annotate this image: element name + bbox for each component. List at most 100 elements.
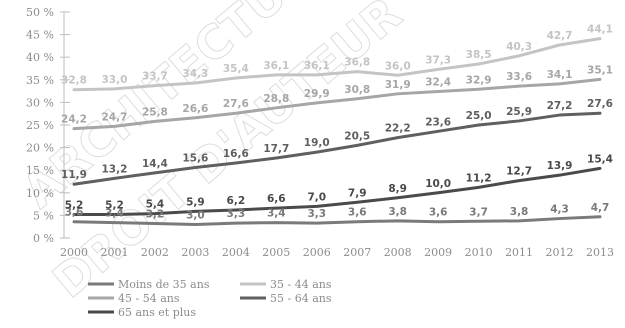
y-tick-label: 5 % <box>33 209 54 222</box>
x-tick-label: 2005 <box>262 246 290 259</box>
legend-label: 65 ans et plus <box>118 306 196 319</box>
x-tick-label: 2007 <box>343 246 371 259</box>
data-label: 32,4 <box>425 77 451 89</box>
data-label: 30,8 <box>344 84 370 96</box>
data-label: 4,3 <box>550 204 569 216</box>
legend-label: 45 - 54 ans <box>118 292 180 305</box>
x-tick-label: 2006 <box>303 246 331 259</box>
data-label: 24,7 <box>102 111 128 123</box>
data-label: 3,7 <box>469 206 488 218</box>
data-label: 3,0 <box>186 209 205 221</box>
data-label: 33,6 <box>506 71 532 83</box>
y-tick-label: 10 % <box>26 187 54 200</box>
data-label: 22,2 <box>385 123 411 135</box>
data-label: 3,3 <box>307 208 326 220</box>
data-label: 14,4 <box>142 158 168 170</box>
data-label: 12,7 <box>506 166 532 178</box>
data-label: 4,7 <box>591 202 610 214</box>
data-label: 19,0 <box>304 137 330 149</box>
data-label: 38,5 <box>466 49 492 61</box>
data-label: 36,1 <box>263 60 289 72</box>
data-label: 11,2 <box>466 172 492 184</box>
data-label: 3,4 <box>105 208 124 220</box>
data-label: 40,3 <box>506 41 532 53</box>
data-label: 36,0 <box>385 60 411 72</box>
series-line-3 <box>72 77 602 131</box>
data-label: 27,6 <box>223 98 249 110</box>
data-label: 34,3 <box>182 68 208 80</box>
data-label: 11,9 <box>61 169 87 181</box>
data-label: 27,6 <box>587 98 613 110</box>
data-label: 3,8 <box>388 206 407 218</box>
data-label: 32,8 <box>61 75 87 87</box>
data-label: 3,8 <box>510 206 529 218</box>
x-tick-label: 2001 <box>100 246 128 259</box>
data-label: 31,9 <box>385 79 411 91</box>
data-label: 7,9 <box>348 187 367 199</box>
watermark: ARCHITECTURE DE DROIT D'AUTEUR <box>12 0 414 309</box>
data-label: 5,2 <box>65 199 84 211</box>
y-tick-label: 40 % <box>26 51 54 64</box>
data-label: 35,4 <box>223 63 249 75</box>
data-label: 24,2 <box>61 114 87 126</box>
data-label: 8,9 <box>388 183 407 195</box>
x-tick-label: 2012 <box>546 246 574 259</box>
data-label: 5,2 <box>105 199 124 211</box>
data-label: 25,9 <box>506 106 532 118</box>
data-label: 13,2 <box>102 163 128 175</box>
x-tick-label: 2010 <box>465 246 493 259</box>
x-tick-label: 2013 <box>586 246 614 259</box>
x-tick-label: 2008 <box>384 246 412 259</box>
y-tick-label: 35 % <box>26 74 54 87</box>
data-label: 23,6 <box>425 116 451 128</box>
series-line-2 <box>72 37 602 92</box>
series-line-5 <box>72 166 602 216</box>
data-label: 44,1 <box>587 24 613 36</box>
data-label: 37,3 <box>425 54 451 66</box>
data-label: 27,2 <box>547 100 573 112</box>
x-tick-label: 2000 <box>60 246 88 259</box>
y-tick-label: 30 % <box>26 96 54 109</box>
data-label: 33,0 <box>102 74 128 86</box>
x-tick-label: 2011 <box>505 246 533 259</box>
series-lines <box>72 37 602 226</box>
data-label: 20,5 <box>344 130 370 142</box>
data-label: 3,2 <box>146 209 165 221</box>
x-tick-label: 2004 <box>222 246 250 259</box>
data-label: 3,6 <box>429 207 448 219</box>
data-label: 28,8 <box>263 93 289 105</box>
data-label: 35,1 <box>587 64 613 76</box>
x-tick-label: 2002 <box>141 246 169 259</box>
x-tick-label: 2009 <box>424 246 452 259</box>
data-label: 33,7 <box>142 71 168 83</box>
legend-label: 55 - 64 ans <box>270 292 332 305</box>
y-tick-label: 50 % <box>26 6 54 19</box>
data-label: 26,6 <box>182 103 208 115</box>
data-label: 42,7 <box>547 30 573 42</box>
data-label: 5,9 <box>186 196 205 208</box>
data-label: 3,6 <box>348 207 367 219</box>
data-label: 6,6 <box>267 193 286 205</box>
series-line-1 <box>72 215 602 226</box>
data-label: 25,0 <box>466 110 492 122</box>
legend: Moins de 35 ans 35 - 44 ans 45 - 54 ans 55 … <box>88 278 332 319</box>
data-label: 25,8 <box>142 106 168 118</box>
data-label: 15,6 <box>182 152 208 164</box>
data-label: 34,1 <box>547 69 573 81</box>
data-label: 7,0 <box>307 191 326 203</box>
data-label: 3,3 <box>227 208 246 220</box>
data-label: 29,9 <box>304 88 330 100</box>
data-label: 13,9 <box>547 160 573 172</box>
data-label: 15,4 <box>587 153 613 165</box>
data-label: 3,4 <box>267 208 286 220</box>
y-tick-label: 15 % <box>26 164 54 177</box>
legend-label: 35 - 44 ans <box>270 278 332 291</box>
x-tick-label: 2003 <box>181 246 209 259</box>
data-label: 5,4 <box>146 199 165 211</box>
data-label: 3,6 <box>65 207 84 219</box>
y-tick-label: 20 % <box>26 142 54 155</box>
legend-label: Moins de 35 ans <box>118 278 210 291</box>
axes: 0 % 5 % 10 % 15 % 20 % 25 % 30 % 35 % 40 % 45 % 50… <box>26 6 614 259</box>
data-label: 16,6 <box>223 148 249 160</box>
